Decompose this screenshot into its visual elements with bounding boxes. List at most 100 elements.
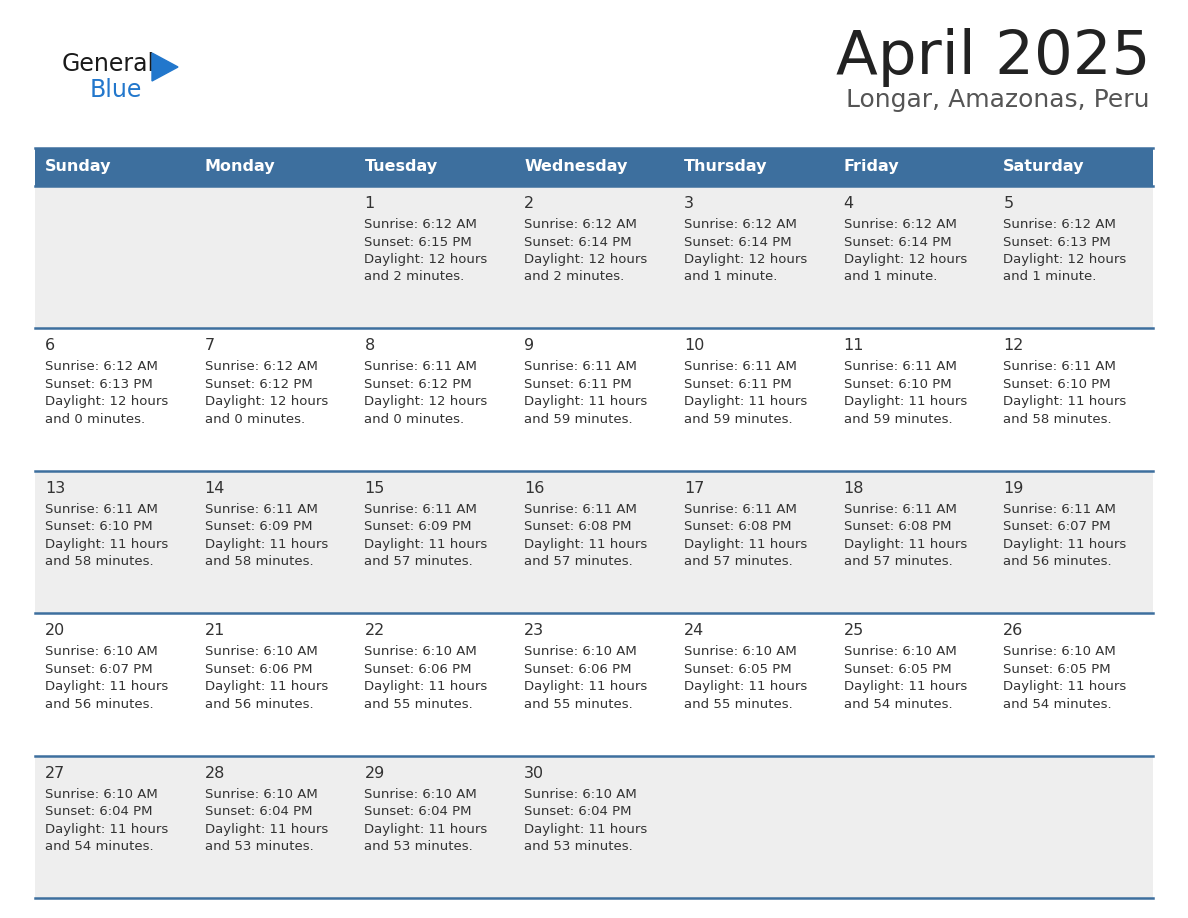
Text: Daylight: 12 hours: Daylight: 12 hours xyxy=(1004,253,1126,266)
Text: and 53 minutes.: and 53 minutes. xyxy=(204,840,314,853)
Text: 24: 24 xyxy=(684,623,704,638)
Text: Sunrise: 6:12 AM: Sunrise: 6:12 AM xyxy=(45,361,158,374)
Bar xyxy=(514,613,674,756)
Text: and 0 minutes.: and 0 minutes. xyxy=(45,413,145,426)
Text: Sunset: 6:05 PM: Sunset: 6:05 PM xyxy=(843,663,952,676)
Text: and 56 minutes.: and 56 minutes. xyxy=(45,698,153,711)
Bar xyxy=(674,186,834,329)
Text: Blue: Blue xyxy=(90,78,143,102)
Text: Sunrise: 6:10 AM: Sunrise: 6:10 AM xyxy=(45,788,158,800)
Text: and 56 minutes.: and 56 minutes. xyxy=(204,698,314,711)
Text: 2: 2 xyxy=(524,196,535,211)
Text: and 1 minute.: and 1 minute. xyxy=(1004,271,1097,284)
Bar xyxy=(354,186,514,329)
Text: Sunrise: 6:10 AM: Sunrise: 6:10 AM xyxy=(843,645,956,658)
Text: Daylight: 11 hours: Daylight: 11 hours xyxy=(204,823,328,835)
Bar xyxy=(514,756,674,898)
Bar xyxy=(195,613,354,756)
Text: Sunrise: 6:10 AM: Sunrise: 6:10 AM xyxy=(204,645,317,658)
Text: Sunset: 6:13 PM: Sunset: 6:13 PM xyxy=(1004,236,1111,249)
Text: Sunset: 6:08 PM: Sunset: 6:08 PM xyxy=(684,521,791,533)
Text: Sunrise: 6:11 AM: Sunrise: 6:11 AM xyxy=(45,503,158,516)
Text: Sunset: 6:13 PM: Sunset: 6:13 PM xyxy=(45,378,153,391)
Text: Daylight: 11 hours: Daylight: 11 hours xyxy=(843,538,967,551)
Text: 14: 14 xyxy=(204,481,225,496)
Text: Sunrise: 6:11 AM: Sunrise: 6:11 AM xyxy=(524,503,637,516)
Text: Daylight: 11 hours: Daylight: 11 hours xyxy=(45,823,169,835)
Text: 25: 25 xyxy=(843,623,864,638)
Text: Sunset: 6:06 PM: Sunset: 6:06 PM xyxy=(365,663,472,676)
Text: and 54 minutes.: and 54 minutes. xyxy=(45,840,153,853)
Text: and 59 minutes.: and 59 minutes. xyxy=(524,413,633,426)
Text: Sunset: 6:11 PM: Sunset: 6:11 PM xyxy=(684,378,791,391)
Text: 15: 15 xyxy=(365,481,385,496)
Text: Daylight: 11 hours: Daylight: 11 hours xyxy=(843,680,967,693)
Text: 29: 29 xyxy=(365,766,385,780)
Bar xyxy=(993,756,1154,898)
Bar xyxy=(354,148,514,186)
Text: 23: 23 xyxy=(524,623,544,638)
Text: 11: 11 xyxy=(843,339,864,353)
Text: Daylight: 11 hours: Daylight: 11 hours xyxy=(1004,396,1126,409)
Text: and 57 minutes.: and 57 minutes. xyxy=(684,555,792,568)
Bar xyxy=(354,756,514,898)
Text: Daylight: 11 hours: Daylight: 11 hours xyxy=(1004,538,1126,551)
Text: and 58 minutes.: and 58 minutes. xyxy=(1004,413,1112,426)
Bar xyxy=(195,756,354,898)
Text: Sunset: 6:05 PM: Sunset: 6:05 PM xyxy=(684,663,791,676)
Text: and 55 minutes.: and 55 minutes. xyxy=(684,698,792,711)
Text: Sunrise: 6:12 AM: Sunrise: 6:12 AM xyxy=(684,218,797,231)
Text: Daylight: 12 hours: Daylight: 12 hours xyxy=(365,253,488,266)
Text: Daylight: 12 hours: Daylight: 12 hours xyxy=(524,253,647,266)
Text: 6: 6 xyxy=(45,339,55,353)
Text: and 57 minutes.: and 57 minutes. xyxy=(365,555,473,568)
Text: Daylight: 11 hours: Daylight: 11 hours xyxy=(524,538,647,551)
Text: Sunrise: 6:11 AM: Sunrise: 6:11 AM xyxy=(204,503,317,516)
Text: Sunset: 6:05 PM: Sunset: 6:05 PM xyxy=(1004,663,1111,676)
Text: Sunset: 6:06 PM: Sunset: 6:06 PM xyxy=(204,663,312,676)
Text: and 2 minutes.: and 2 minutes. xyxy=(524,271,625,284)
Text: Sunrise: 6:11 AM: Sunrise: 6:11 AM xyxy=(684,361,797,374)
Text: Daylight: 11 hours: Daylight: 11 hours xyxy=(524,396,647,409)
Bar xyxy=(354,329,514,471)
Text: and 54 minutes.: and 54 minutes. xyxy=(843,698,953,711)
Bar xyxy=(674,756,834,898)
Text: 17: 17 xyxy=(684,481,704,496)
Bar xyxy=(34,471,195,613)
Text: Tuesday: Tuesday xyxy=(365,160,437,174)
Text: Sunrise: 6:12 AM: Sunrise: 6:12 AM xyxy=(524,218,637,231)
Text: and 2 minutes.: and 2 minutes. xyxy=(365,271,465,284)
Text: Daylight: 11 hours: Daylight: 11 hours xyxy=(365,538,488,551)
Text: Sunset: 6:10 PM: Sunset: 6:10 PM xyxy=(843,378,952,391)
Polygon shape xyxy=(152,53,178,81)
Text: and 58 minutes.: and 58 minutes. xyxy=(45,555,153,568)
Text: Sunset: 6:12 PM: Sunset: 6:12 PM xyxy=(204,378,312,391)
Text: and 56 minutes.: and 56 minutes. xyxy=(1004,555,1112,568)
Bar xyxy=(674,329,834,471)
Bar xyxy=(993,148,1154,186)
Text: Sunset: 6:04 PM: Sunset: 6:04 PM xyxy=(524,805,632,818)
Text: Daylight: 12 hours: Daylight: 12 hours xyxy=(45,396,169,409)
Bar xyxy=(34,613,195,756)
Text: 30: 30 xyxy=(524,766,544,780)
Text: Daylight: 12 hours: Daylight: 12 hours xyxy=(365,396,488,409)
Text: Daylight: 11 hours: Daylight: 11 hours xyxy=(843,396,967,409)
Text: Sunrise: 6:10 AM: Sunrise: 6:10 AM xyxy=(684,645,797,658)
Bar xyxy=(993,186,1154,329)
Text: Sunset: 6:10 PM: Sunset: 6:10 PM xyxy=(1004,378,1111,391)
Text: 1: 1 xyxy=(365,196,374,211)
Text: and 54 minutes.: and 54 minutes. xyxy=(1004,698,1112,711)
Text: April 2025: April 2025 xyxy=(835,28,1150,87)
Text: and 57 minutes.: and 57 minutes. xyxy=(524,555,633,568)
Text: Sunrise: 6:10 AM: Sunrise: 6:10 AM xyxy=(524,788,637,800)
Text: 21: 21 xyxy=(204,623,225,638)
Text: Wednesday: Wednesday xyxy=(524,160,627,174)
Text: 20: 20 xyxy=(45,623,65,638)
Text: Sunrise: 6:11 AM: Sunrise: 6:11 AM xyxy=(1004,503,1117,516)
Text: Sunset: 6:07 PM: Sunset: 6:07 PM xyxy=(1004,521,1111,533)
Bar xyxy=(195,329,354,471)
Bar xyxy=(354,613,514,756)
Text: 26: 26 xyxy=(1004,623,1024,638)
Text: 27: 27 xyxy=(45,766,65,780)
Text: and 55 minutes.: and 55 minutes. xyxy=(365,698,473,711)
